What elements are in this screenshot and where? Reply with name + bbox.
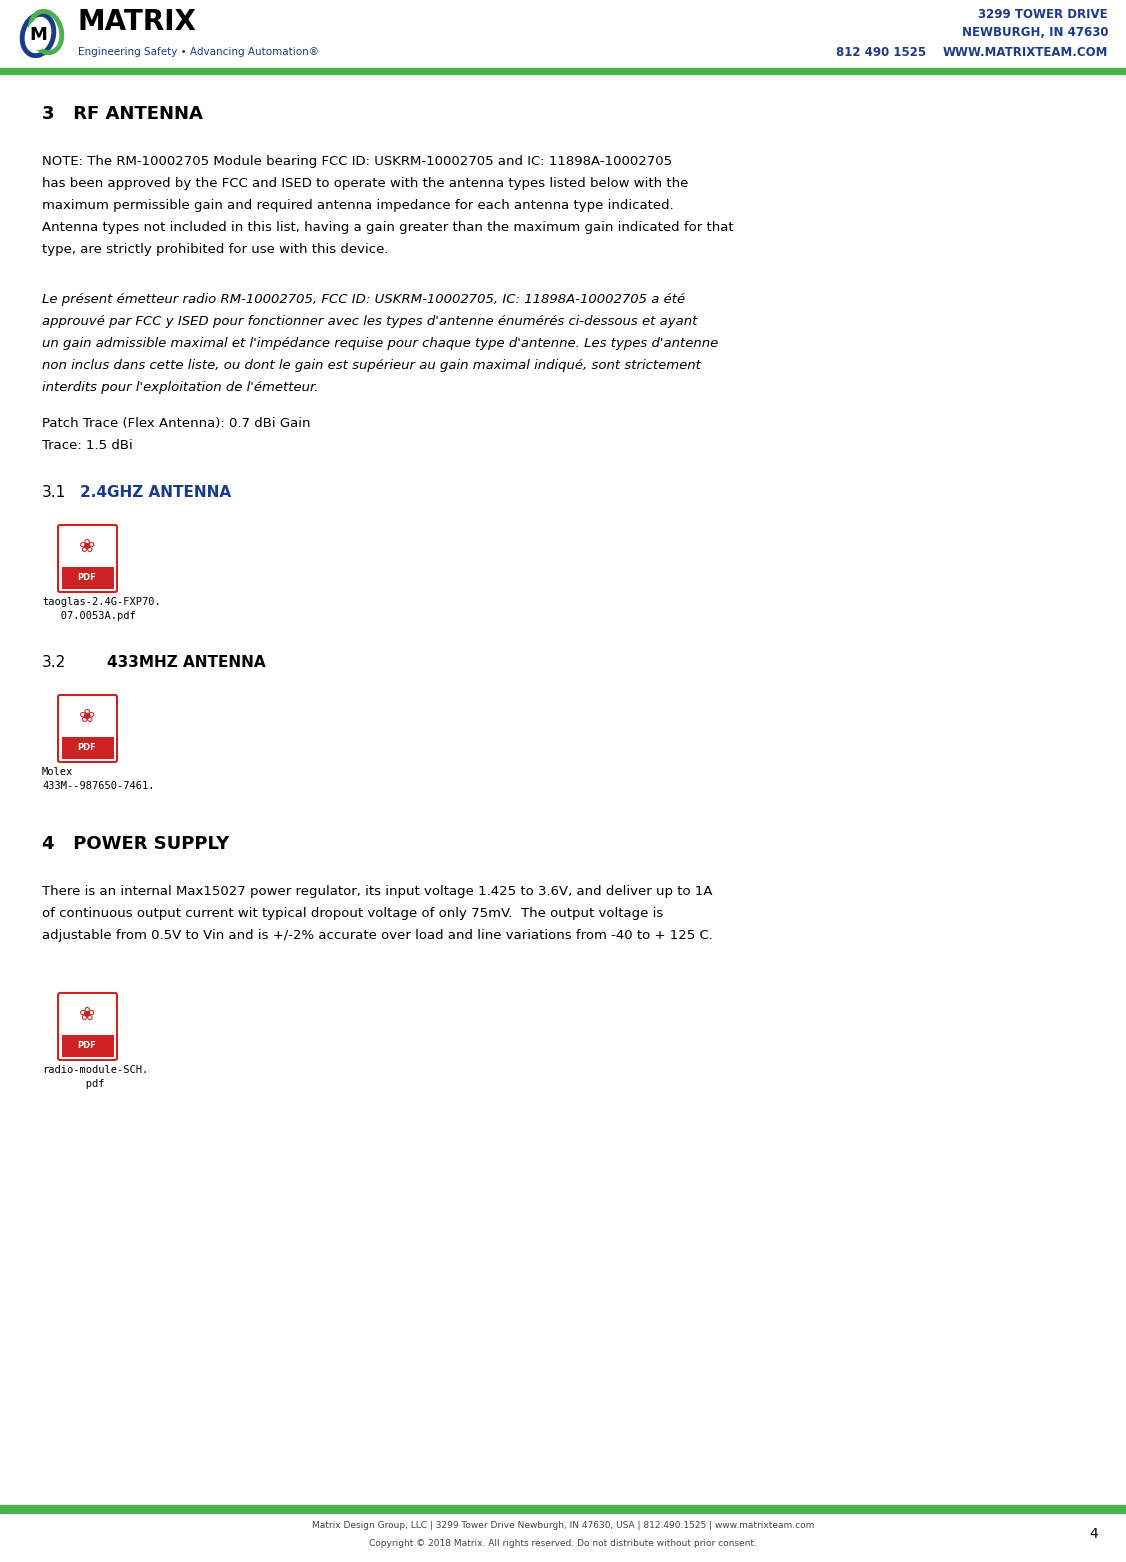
Text: adjustable from 0.5V to Vin and is +/-2% accurate over load and line variations : adjustable from 0.5V to Vin and is +/-2%… (42, 929, 713, 942)
Text: radio-module-SCH.: radio-module-SCH. (42, 1065, 149, 1075)
Text: 433M--987650-7461.: 433M--987650-7461. (42, 781, 154, 790)
Text: taoglas-2.4G-FXP70.: taoglas-2.4G-FXP70. (42, 597, 161, 608)
Text: 3.1: 3.1 (42, 484, 66, 500)
Bar (0, 69, 1126, 73)
Text: There is an internal Max15027 power regulator, its input voltage 1.425 to 3.6V, : There is an internal Max15027 power regu… (42, 886, 713, 898)
Text: Trace: 1.5 dBi: Trace: 1.5 dBi (42, 439, 133, 451)
Text: Molex: Molex (42, 767, 73, 776)
Text: 812 490 1525: 812 490 1525 (835, 45, 926, 58)
Text: 3299 TOWER DRIVE: 3299 TOWER DRIVE (978, 8, 1108, 22)
Bar (0, 0, 1126, 69)
Text: pdf: pdf (42, 1079, 105, 1089)
Text: maximum permissible gain and required antenna impedance for each antenna type in: maximum permissible gain and required an… (42, 198, 673, 212)
Text: 3   RF ANTENNA: 3 RF ANTENNA (42, 105, 203, 123)
Text: 07.0053A.pdf: 07.0053A.pdf (42, 611, 136, 622)
Text: PDF: PDF (78, 742, 97, 751)
Text: 4   POWER SUPPLY: 4 POWER SUPPLY (42, 836, 230, 853)
Text: NOTE: The RM-10002705 Module bearing FCC ID: USKRM-10002705 and IC: 11898A-10002: NOTE: The RM-10002705 Module bearing FCC… (42, 155, 672, 169)
Text: Antenna types not included in this list, having a gain greater than the maximum : Antenna types not included in this list,… (42, 220, 734, 234)
FancyBboxPatch shape (59, 695, 117, 762)
Bar (0, 1506, 1126, 1514)
Text: ❀: ❀ (79, 708, 96, 726)
Text: Patch Trace (Flex Antenna): 0.7 dBi Gain: Patch Trace (Flex Antenna): 0.7 dBi Gain (42, 417, 311, 430)
Text: Copyright © 2018 Matrix. All rights reserved. Do not distribute without prior co: Copyright © 2018 Matrix. All rights rese… (369, 1539, 757, 1548)
FancyBboxPatch shape (59, 993, 117, 1061)
Text: WWW.MATRIXTEAM.COM: WWW.MATRIXTEAM.COM (942, 45, 1108, 58)
Text: NEWBURGH, IN 47630: NEWBURGH, IN 47630 (962, 27, 1108, 39)
Text: Matrix Design Group, LLC | 3299 Tower Drive Newburgh, IN 47630, USA | 812.490.15: Matrix Design Group, LLC | 3299 Tower Dr… (312, 1520, 814, 1529)
Text: approuvé par FCC y ISED pour fonctionner avec les types d'antenne énumérés ci-de: approuvé par FCC y ISED pour fonctionner… (42, 316, 697, 328)
Text: interdits pour l'exploitation de l'émetteur.: interdits pour l'exploitation de l'émett… (42, 381, 319, 394)
Text: 3.2: 3.2 (42, 654, 66, 670)
Text: ❀: ❀ (79, 1006, 96, 1025)
Text: Le présent émetteur radio RM-10002705, FCC ID: USKRM-10002705, IC: 11898A-100027: Le présent émetteur radio RM-10002705, F… (42, 294, 685, 306)
Text: non inclus dans cette liste, ou dont le gain est supérieur au gain maximal indiq: non inclus dans cette liste, ou dont le … (42, 359, 700, 372)
Text: Engineering Safety • Advancing Automation®: Engineering Safety • Advancing Automatio… (78, 47, 319, 56)
FancyBboxPatch shape (59, 525, 117, 592)
Text: 433MHZ ANTENNA: 433MHZ ANTENNA (107, 654, 266, 670)
Text: 2.4GHZ ANTENNA: 2.4GHZ ANTENNA (80, 484, 231, 500)
Text: 4: 4 (1089, 1528, 1098, 1542)
Text: ❀: ❀ (79, 537, 96, 556)
Ellipse shape (27, 20, 50, 50)
Bar (62, 567, 114, 589)
Text: PDF: PDF (78, 1040, 97, 1050)
Bar (62, 737, 114, 759)
Text: type, are strictly prohibited for use with this device.: type, are strictly prohibited for use wi… (42, 244, 388, 256)
Text: MATRIX: MATRIX (78, 8, 197, 36)
Bar (62, 1034, 114, 1056)
Text: of continuous output current wit typical dropout voltage of only 75mV.  The outp: of continuous output current wit typical… (42, 908, 663, 920)
Text: has been approved by the FCC and ISED to operate with the antenna types listed b: has been approved by the FCC and ISED to… (42, 177, 688, 191)
Text: M: M (29, 27, 47, 44)
Text: un gain admissible maximal et l'impédance requise pour chaque type d'antenne. Le: un gain admissible maximal et l'impédanc… (42, 337, 718, 350)
Text: PDF: PDF (78, 573, 97, 581)
